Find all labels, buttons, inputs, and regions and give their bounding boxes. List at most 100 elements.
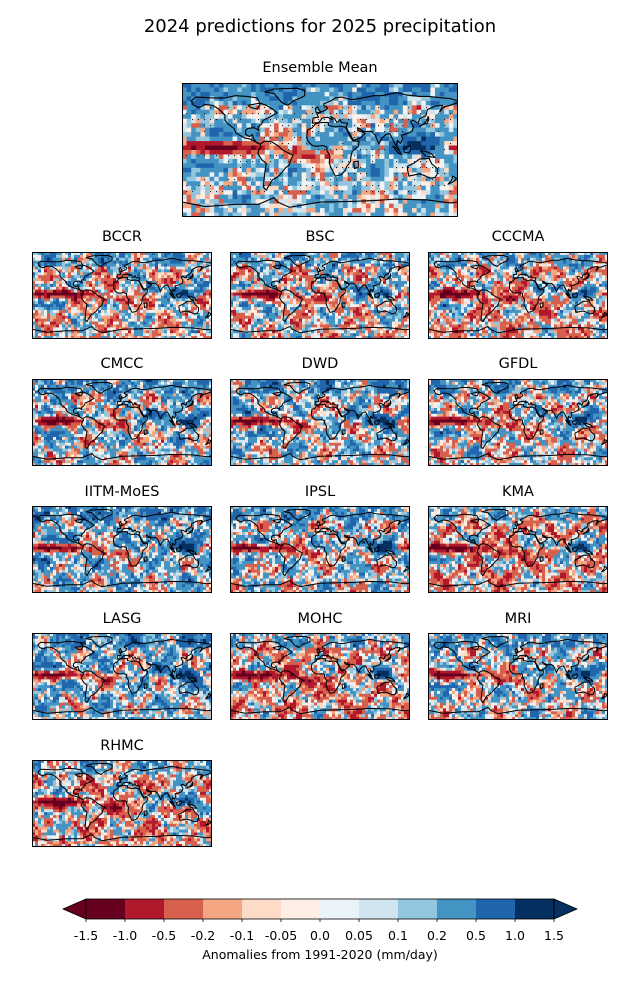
model-map-mri-coastline-eurasia bbox=[512, 638, 608, 677]
model-map-iitm-moes-coastline-north-america bbox=[37, 513, 95, 547]
colorbar-bin bbox=[164, 899, 204, 919]
model-map-cccma-coastline-madagascar bbox=[539, 302, 544, 309]
model-map-mri-field bbox=[428, 633, 608, 720]
model-map-bccr-coastlines bbox=[32, 254, 212, 334]
model-map-gfdl-coastline-australia bbox=[574, 427, 595, 442]
model-map-lasg-coastline-antarctica bbox=[32, 706, 212, 715]
model-map-bsc-coastline-greenland bbox=[283, 254, 311, 267]
model-title-cmcc: CMCC bbox=[32, 356, 212, 372]
model-map-bsc-coastline-north-america bbox=[235, 259, 293, 293]
model-map-bsc-coastline-eurasia bbox=[314, 257, 410, 296]
model-map-bccr-coastline-eurasia bbox=[116, 257, 212, 296]
model-map-cmcc-coastline-eurasia bbox=[116, 384, 212, 423]
ensemble-mean-coastline-japan bbox=[419, 115, 430, 127]
model-map-lasg-coastline-new-guinea bbox=[187, 676, 198, 682]
model-map-gfdl-coastline-uk bbox=[514, 394, 519, 399]
model-map-rhmc-coastline-uk bbox=[118, 775, 123, 780]
model-map-cmcc bbox=[32, 379, 212, 466]
model-map-bsc-coastline-sumatra bbox=[367, 292, 374, 299]
model-map-dwd-coastline-japan bbox=[384, 400, 392, 408]
model-map-cmcc-coastline-south-america bbox=[81, 416, 105, 450]
model-map-gfdl-coastlines bbox=[428, 381, 608, 461]
colorbar-tick-label: 1.5 bbox=[544, 928, 564, 943]
model-map-bccr-coastline-antarctica bbox=[32, 325, 212, 334]
ensemble-mean-coastline-south-america bbox=[257, 140, 294, 191]
model-map-cccma-coastline-sumatra bbox=[565, 292, 572, 299]
model-map-rhmc-coastline-borneo bbox=[176, 800, 182, 806]
model-map-cccma-coastline-uk bbox=[514, 267, 519, 272]
model-map-cmcc-coastline-new-guinea bbox=[187, 422, 198, 428]
model-map-bsc-coastline-australia bbox=[376, 300, 397, 315]
model-map-bccr-coastline-africa bbox=[113, 277, 148, 313]
model-map-lasg-coastline-eurasia bbox=[116, 638, 212, 677]
model-map-gfdl-coastline-sumatra bbox=[565, 419, 572, 426]
colorbar-tick-label: 0.0 bbox=[310, 928, 330, 943]
model-map-dwd-coastline-antarctica bbox=[230, 452, 410, 461]
ensemble-mean-coastlines bbox=[182, 87, 458, 208]
ensemble-mean-frame bbox=[182, 83, 458, 217]
ensemble-mean-title: Ensemble Mean bbox=[182, 60, 458, 76]
model-map-mri-coastline-sumatra bbox=[565, 673, 572, 680]
colorbar-tick-label: 0.05 bbox=[345, 928, 373, 943]
ensemble-mean-coastline-north-america bbox=[190, 95, 278, 145]
model-map-bccr-coastline-new-guinea bbox=[187, 295, 198, 301]
model-map-ipsl-coastline-greenland bbox=[283, 508, 311, 521]
model-title-bsc: BSC bbox=[230, 229, 410, 245]
model-map-lasg-coastline-sumatra bbox=[169, 673, 176, 680]
model-map-ipsl-coastline-australia bbox=[376, 554, 397, 569]
model-map-mohc-coastline-japan bbox=[384, 654, 392, 662]
colorbar-bin bbox=[125, 899, 165, 919]
figure-title: 2024 predictions for 2025 precipitation bbox=[0, 16, 640, 37]
model-map-gfdl-field bbox=[428, 379, 608, 466]
model-map-bccr-coastline-north-america bbox=[37, 259, 95, 293]
colorbar-tick-label: -0.5 bbox=[152, 928, 176, 943]
model-map-bsc-coastline-antarctica bbox=[230, 325, 410, 334]
model-map-cccma-coastline-borneo bbox=[572, 292, 578, 298]
model-map-mohc-coastlines bbox=[230, 635, 410, 715]
model-map-cmcc-coastline-uk bbox=[118, 394, 123, 399]
colorbar-bin bbox=[437, 899, 477, 919]
model-map-kma-coastline-north-america bbox=[433, 513, 491, 547]
model-map-mohc-coastline-borneo bbox=[374, 673, 380, 679]
model-map-mohc-coastline-madagascar bbox=[341, 683, 346, 690]
colorbar-tick-label: -0.05 bbox=[265, 928, 297, 943]
model-map-rhmc-coastline-south-america bbox=[81, 797, 105, 831]
model-map-bccr-coastline-south-america bbox=[81, 289, 105, 323]
model-map-ipsl-coastline-south-america bbox=[279, 543, 303, 577]
model-map-ipsl-coastline-borneo bbox=[374, 546, 380, 552]
colorbar-bin bbox=[398, 899, 438, 919]
colorbar-bin bbox=[281, 899, 321, 919]
colorbar-bin bbox=[476, 899, 516, 919]
model-map-mohc-coastline-uk bbox=[316, 648, 321, 653]
model-map-dwd-coastline-borneo bbox=[374, 419, 380, 425]
model-map-cccma-coastline-antarctica bbox=[428, 325, 608, 334]
model-map-gfdl-coastline-madagascar bbox=[539, 429, 544, 436]
model-map-iitm-moes-coastline-madagascar bbox=[143, 556, 148, 563]
model-map-mri-coastline-australia bbox=[574, 681, 595, 696]
model-map-bsc-coastline-japan bbox=[384, 273, 392, 281]
model-map-lasg-coastline-africa bbox=[113, 658, 148, 694]
model-map-kma-coastline-eurasia bbox=[512, 511, 608, 550]
model-map-ipsl-coastlines bbox=[230, 508, 410, 588]
model-title-gfdl: GFDL bbox=[428, 356, 608, 372]
model-map-ipsl-coastline-uk bbox=[316, 521, 321, 526]
model-map-mohc-coastline-new-guinea bbox=[385, 676, 396, 682]
model-map-ipsl-field bbox=[230, 506, 410, 593]
model-map-iitm-moes-coastline-sumatra bbox=[169, 546, 176, 553]
model-map-cccma-field bbox=[428, 252, 608, 339]
model-map-gfdl-coastline-borneo bbox=[572, 419, 578, 425]
model-map-dwd-coastline-africa bbox=[311, 404, 346, 440]
model-map-kma-coastline-australia bbox=[574, 554, 595, 569]
model-map-cmcc-coastline-borneo bbox=[176, 419, 182, 425]
model-map-kma-coastline-japan bbox=[582, 527, 590, 535]
model-map-bsc-coastline-madagascar bbox=[341, 302, 346, 309]
model-map-gfdl-frame bbox=[428, 379, 608, 466]
model-map-bccr-coastline-madagascar bbox=[143, 302, 148, 309]
model-title-kma: KMA bbox=[428, 484, 608, 500]
model-map-cccma-coastline-eurasia bbox=[512, 257, 608, 296]
model-title-bccr: BCCR bbox=[32, 229, 212, 245]
model-map-iitm-moes-coastlines bbox=[32, 508, 212, 588]
model-map-lasg-coastline-north-america bbox=[37, 640, 95, 674]
colorbar-label: Anomalies from 1991-2020 (mm/day) bbox=[0, 947, 640, 962]
model-map-kma-frame bbox=[428, 506, 608, 593]
